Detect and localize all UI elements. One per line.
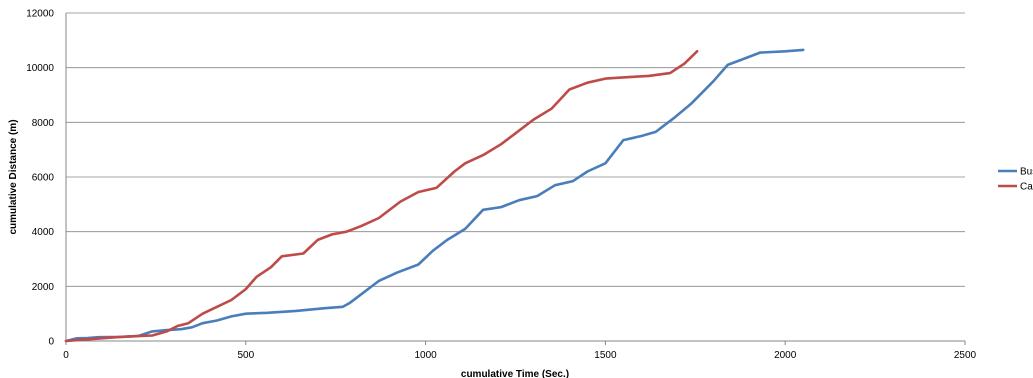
- y-axis-label: cumulative Distance (m): [8, 119, 19, 234]
- x-tick-label: 2500: [954, 350, 977, 361]
- y-gridlines: [66, 12, 965, 287]
- legend-label-bus: Bus: [1020, 167, 1033, 178]
- y-tick-label: 8000: [32, 118, 55, 129]
- x-tick-label: 0: [63, 350, 69, 361]
- series-line-car: [64, 50, 699, 343]
- x-axis-label: cumulative Time (Sec.): [461, 369, 569, 378]
- axes: [65, 13, 966, 345]
- y-tick-label: 0: [48, 337, 54, 348]
- y-tick-labels: 0 2000 4000 6000 8000 10000 12000: [26, 9, 54, 348]
- x-tick-label: 2000: [774, 350, 797, 361]
- y-tick-label: 6000: [32, 173, 55, 184]
- x-tick-label: 1000: [414, 350, 437, 361]
- x-tick-label: 1500: [594, 350, 617, 361]
- y-tick-label: 2000: [32, 282, 55, 293]
- x-tick-labels: 0 500 1000 1500 2000 2500: [63, 350, 976, 361]
- legend-label-car: Car: [1020, 182, 1033, 193]
- x-tick-label: 500: [237, 350, 254, 361]
- y-tick-label: 10000: [26, 63, 54, 74]
- series-line-bus: [64, 48, 805, 343]
- legend: Bus Car: [998, 167, 1033, 193]
- y-tick-label: 12000: [26, 9, 54, 20]
- series-lines: [64, 48, 805, 343]
- y-tick-label: 4000: [32, 227, 55, 238]
